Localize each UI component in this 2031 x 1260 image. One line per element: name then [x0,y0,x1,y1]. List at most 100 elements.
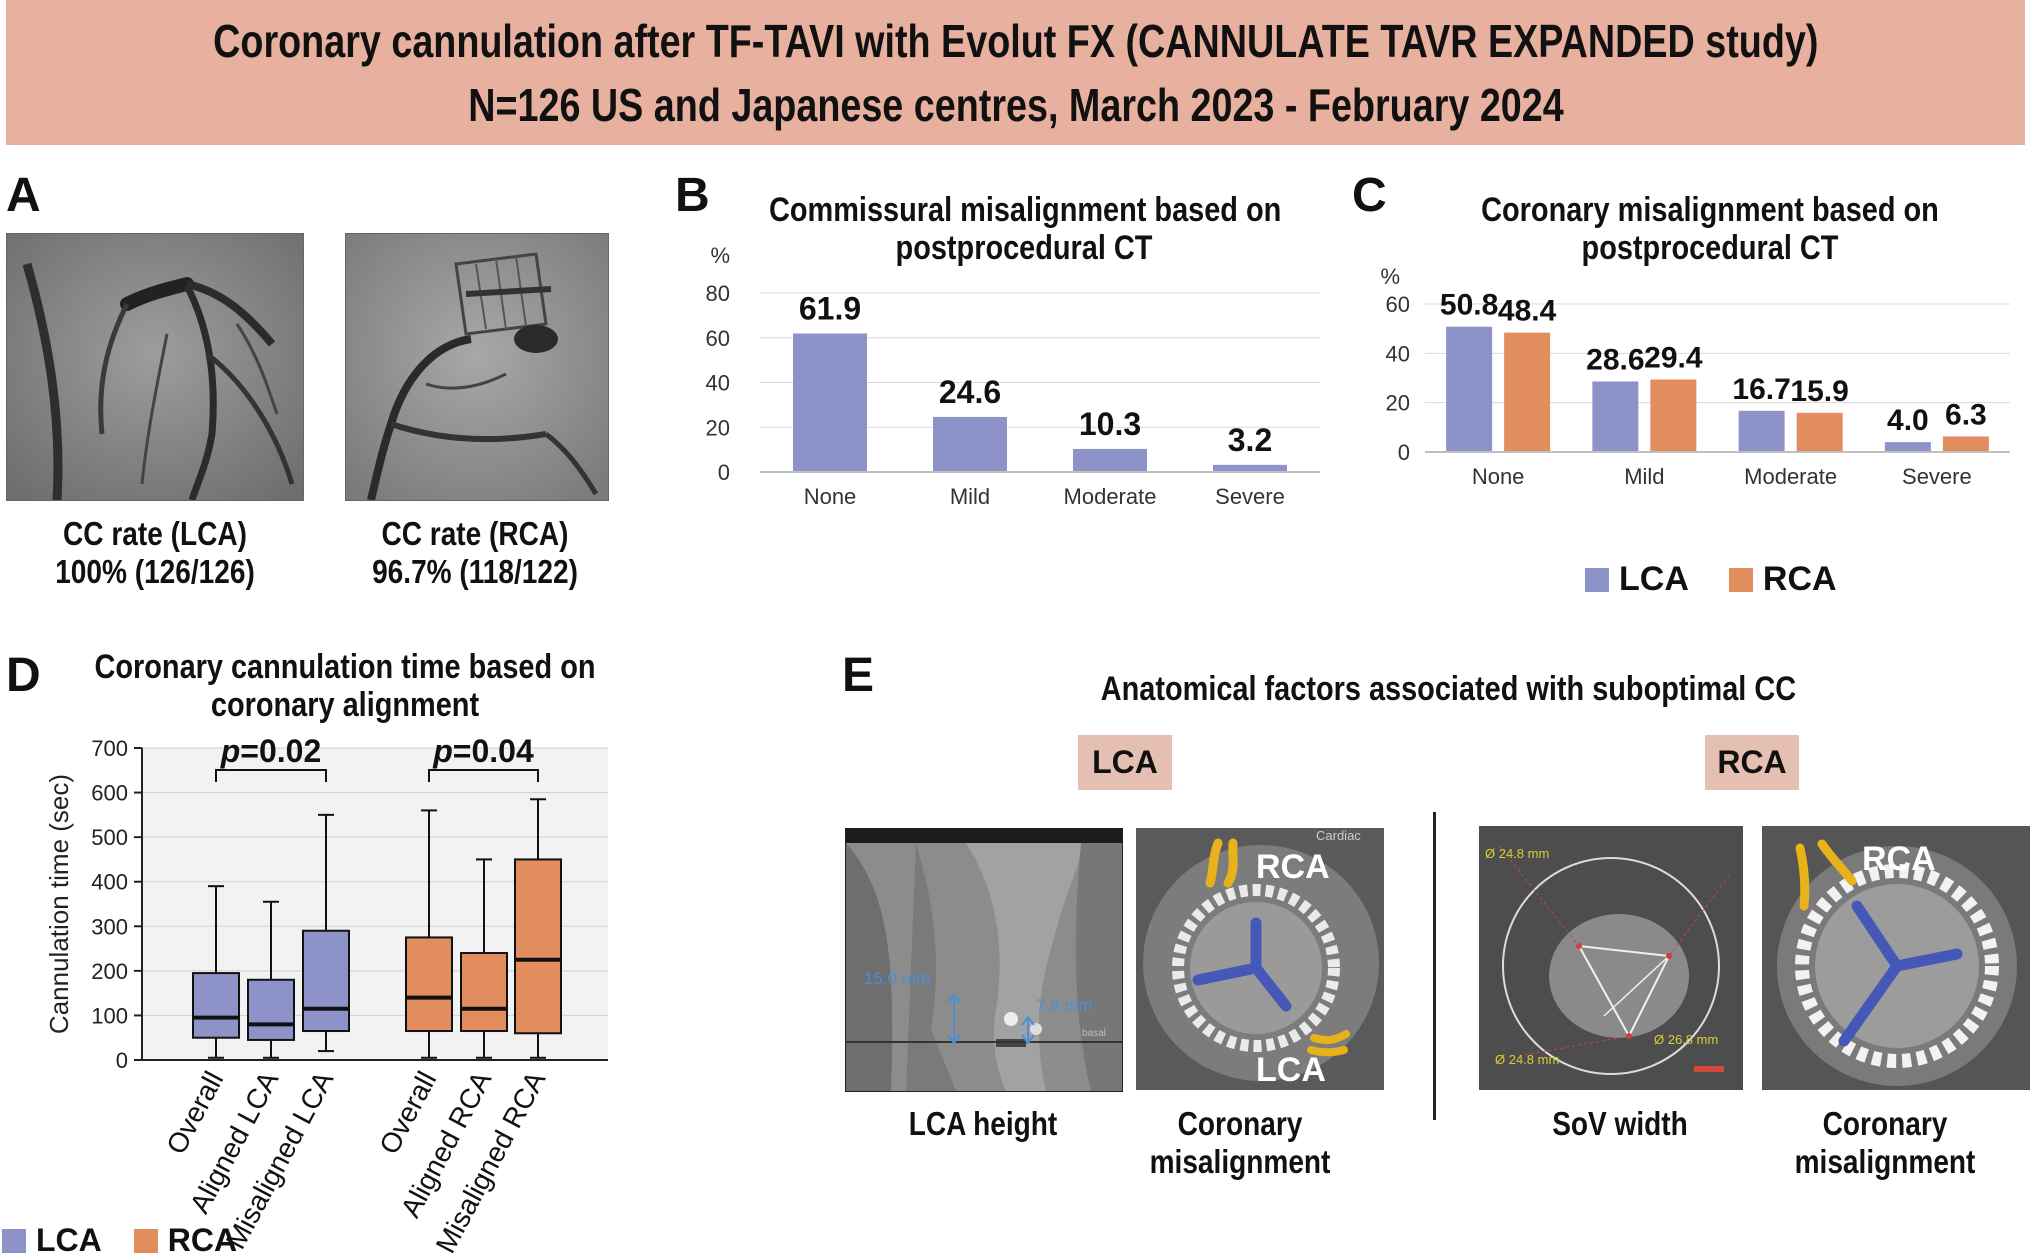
angiogram-lca-drawing [7,234,303,500]
chart-b-bar [1073,448,1147,472]
chart-c-ylabel: % [1380,264,1400,289]
cc-rate-lca-caption: CC rate (LCA) 100% (126/126) [49,515,262,591]
ct-tiny-label: basal [1082,1028,1106,1039]
figure-title-line-2: N=126 US and Japanese centres, March 202… [467,78,1564,131]
caption-cm-lca-line-1: Coronary [1177,1105,1303,1142]
sov-measure-1: Ø 24.8 mm [1485,846,1549,861]
sov-measure-3: Ø 24.8 mm [1495,1052,1559,1067]
chart-c-bar-rca [1796,412,1843,452]
chart-d-box [514,858,562,1035]
chart-d-ytick: 300 [91,914,128,939]
panel-e-title: Anatomical factors associated with subop… [1100,670,1797,708]
panel-c-label: C [1352,169,1387,222]
chart-c-value-label: 4.0 [1887,404,1929,437]
cc-rate-lca-title: CC rate (LCA) [63,515,247,552]
chart-b-value-label: 61.9 [799,290,861,326]
cc-rate-rca-caption: CC rate (RCA) 96.7% (118/122) [369,515,582,591]
legend-d-rca-swatch [133,1228,158,1253]
chart-c-ytick: 0 [1398,440,1410,465]
caption-cm-rca-line-2: misalignment [1794,1143,1976,1180]
chart-d-bracket [428,769,539,782]
ct-corner-label: Cardiac [1316,828,1361,843]
chart-c-legend: LCA RCA [1585,560,1837,599]
chart-d-box [302,929,350,1033]
chart-c-category-label: Severe [1902,464,1972,489]
panel-e-divider [1433,812,1436,1120]
ct-lca-height-drawing: 15.0 mm 7.8 mm basal [846,829,1122,1091]
chart-d-ytick: 100 [91,1003,128,1028]
chart-b-ytick: 60 [706,326,730,351]
legend-d-lca-label: LCA [36,1222,102,1258]
chart-d-box [192,972,240,1039]
ct-lca-misalignment-drawing: RCA LCA Cardiac [1136,828,1384,1090]
chart-c-bar-rca [1504,332,1551,452]
legend-lca-swatch [1585,567,1609,592]
chart-d-ytick: 600 [91,781,128,806]
p-symbol: p [220,733,241,769]
chart-c-value-label: 29.4 [1644,341,1703,374]
chart-d-title-line-2: coronary alignment [210,686,480,724]
ct-sov-width-image: Ø 24.8 mm Ø 26.8 mm Ø 24.8 mm [1479,826,1743,1090]
chart-b-category-label: None [804,484,857,509]
angiogram-rca-drawing [346,234,608,500]
caption-lca-height: LCA height [908,1105,1058,1142]
chart-c-bar-lca [1738,410,1785,452]
chart-d-ylabel: Cannulation time (sec) [44,774,74,1034]
chart-c-title: Coronary misalignment based on postproce… [1455,191,1965,267]
cc-rate-rca-value: 96.7% (118/122) [372,553,578,590]
caption-sov-width: SoV width [1552,1105,1688,1142]
chart-d-ytick: 200 [91,959,128,984]
chart-b-bar [933,416,1007,472]
lca-tag: LCA [1078,735,1172,790]
chart-c-bar-lca [1592,381,1639,452]
chart-b-title-line-2: postprocedural CT [895,229,1153,267]
ct-rca-label-2: RCA [1862,840,1936,878]
chart-c-category-label: None [1472,464,1525,489]
chart-c-value-label: 15.9 [1790,375,1848,408]
ct-lca-height-image: 15.0 mm 7.8 mm basal [845,828,1123,1092]
ct-lca-misalignment-image: RCA LCA Cardiac [1136,828,1384,1090]
chart-b-title-line-1: Commissural misalignment based on [769,191,1282,229]
chart-c-ytick: 60 [1386,292,1410,317]
cc-rate-lca-value: 100% (126/126) [55,553,255,590]
ct-rca-misalignment-drawing: RCA [1762,826,2030,1090]
chart-d-box [247,978,295,1041]
legend-d-lca-swatch [2,1228,26,1253]
ct-lca-label: LCA [1256,1051,1326,1089]
p-value-number: =0.04 [453,733,534,769]
chart-d-p-value: p=0.04 [432,733,534,769]
chart-d-p-value: p=0.02 [220,733,322,769]
chart-b-category-label: Mild [950,484,990,509]
caption-cm-rca-line-1: Coronary [1822,1105,1948,1142]
chart-c-bar-rca [1942,436,1989,452]
chart-d-box [460,952,508,1033]
legend-rca-label: RCA [1762,560,1837,598]
ct-rca-misalignment-image: RCA [1762,826,2030,1090]
chart-c-title-line-2: postprocedural CT [1581,229,1839,267]
figure-header: Coronary cannulation after TF-TAVI with … [6,0,2025,145]
panel-d-label: D [6,649,41,702]
chart-c-coronary-misalignment: 0 20 40 60% 50.8 48.4 None 28.6 29.4 Mild 16.7 15.9… [1380,264,2010,489]
chart-d-title: Coronary cannulation time based on coron… [90,648,600,724]
p-value-number: =0.02 [240,733,321,769]
chart-b-value-label: 10.3 [1079,406,1141,442]
angiogram-rca-image [345,233,609,501]
ct-measure-7-8mm: 7.8 mm [1036,996,1093,1015]
angiogram-lca-image [6,233,304,501]
chart-b-ytick: 0 [718,460,730,485]
chart-b-value-label: 3.2 [1228,422,1272,458]
chart-d-ytick: 700 [91,736,128,761]
caption-cm-lca-line-2: misalignment [1149,1143,1331,1180]
chart-d-bracket [215,769,327,782]
chart-c-value-label: 48.4 [1498,295,1557,328]
chart-c-bar-rca [1650,379,1697,452]
chart-c-ytick: 20 [1386,391,1410,416]
chart-c-category-label: Mild [1624,464,1664,489]
chart-c-bar-lca [1884,442,1931,452]
caption-coronary-misalignment-rca: Coronary misalignment [1779,1105,1992,1181]
ct-sov-width-drawing: Ø 24.8 mm Ø 26.8 mm Ø 24.8 mm [1479,826,1743,1090]
panel-a-label: A [6,169,41,222]
chart-d-ytick: 400 [91,870,128,895]
chart-b-commissural-misalignment: 0 20 40 60 80% 61.9 None 24.6 Mild 10.3 Moderate 3.… [706,243,1320,509]
panel-b-label: B [675,169,710,222]
